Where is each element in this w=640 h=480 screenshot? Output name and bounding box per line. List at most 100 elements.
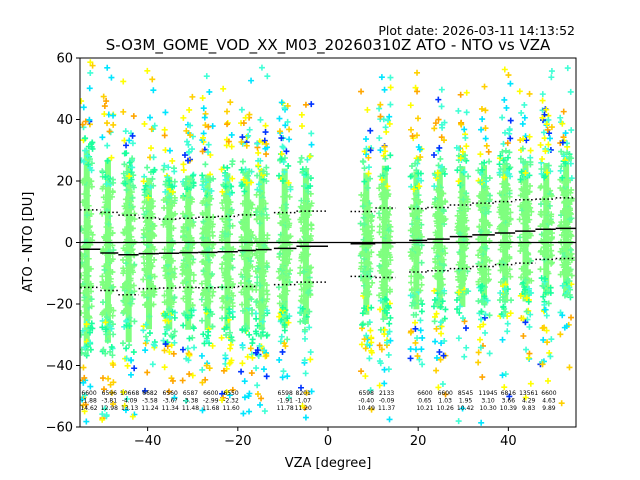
scatter-point [141,292,148,299]
scatter-point [83,418,90,425]
scatter-column [198,73,217,414]
scatter-point [226,216,233,223]
scatter-point [264,73,271,80]
scatter-point [435,384,442,391]
scatter-point [219,245,226,252]
scatter-point [82,135,89,142]
scatter-point [240,410,247,417]
scatter-point [264,264,271,271]
scatter-point [557,248,564,255]
scatter-point [432,211,439,218]
scatter-point [566,155,573,162]
scatter-point [465,173,472,180]
scatter-point [387,74,394,81]
scatter-column [407,69,426,368]
scatter-point [408,302,415,309]
scatter-point [245,172,252,179]
scatter-point [167,232,174,239]
scatter-point [547,168,554,175]
scatter-point [246,331,253,338]
scatter-point [229,158,236,165]
scatter-point [442,250,449,257]
scatter-point [166,388,173,395]
scatter-point [359,243,366,250]
scatter-point [281,327,288,334]
scatter-point [245,293,252,300]
scatter-point [377,173,384,180]
scatter-point [257,401,264,408]
scatter-point [485,208,492,215]
scatter-column [537,68,555,384]
scatter-point [120,270,127,277]
scatter-point [171,339,178,346]
scatter-point [129,194,136,201]
scatter-point [151,166,158,173]
scatter-point [122,196,129,203]
scatter-point [504,270,511,277]
scatter-point [361,178,368,185]
scatter-point [541,306,548,313]
scatter-point [209,342,216,349]
scatter-point [80,331,84,338]
scatter-point [436,229,443,236]
scatter-point [411,228,418,235]
scatter-point [182,221,189,228]
scatter-point [200,218,207,225]
scatter-point [121,298,128,304]
scatter-point [186,352,193,359]
scatter-point [246,111,253,118]
scatter-point [258,210,265,217]
scatter-point [181,310,188,317]
scatter-point [524,235,531,242]
scatter-point [560,108,567,115]
scatter-point [281,154,288,161]
scatter-point [559,207,566,214]
scatter-point [201,340,208,347]
scatter-point [431,245,438,252]
scatter-point [517,176,524,183]
scatter-point [140,178,147,185]
scatter-point [415,144,422,151]
scatter-point [498,201,505,208]
scatter-point [223,314,230,321]
scatter-point [208,187,215,194]
scatter-point [517,292,524,299]
scatter-point [381,326,388,333]
scatter-point [200,331,207,338]
scatter-point [298,111,305,118]
scatter-point [435,96,442,103]
scatter-point [249,307,256,314]
scatter-point [222,352,229,359]
scatter-point [254,382,261,389]
scatter-point [568,281,575,288]
scatter-point [300,183,307,190]
scatter-point [459,226,466,233]
scatter-point [566,228,573,235]
scatter-point [162,268,169,275]
scatter-point [248,240,255,247]
scatter-point [477,269,484,276]
scatter-point [249,232,256,239]
scatter-point [540,129,547,136]
scatter-point [183,293,190,300]
scatter-point [559,261,566,268]
scatter-point [123,279,130,286]
scatter-point [483,256,490,263]
stats-annotation: 14.62 [80,405,97,412]
scatter-point [456,283,463,290]
scatter-point [521,286,528,293]
scatter-point [377,147,384,154]
scatter-point [303,389,310,396]
scatter-point [438,319,445,326]
scatter-point [539,91,546,98]
scatter-column [160,109,179,401]
scatter-point [226,392,233,399]
scatter-point [127,247,134,254]
scatter-point [567,88,574,95]
scatter-point [104,211,111,218]
scatter-point [263,373,270,380]
scatter-point [142,321,149,328]
scatter-point [240,223,247,230]
scatter-point [407,173,414,180]
scatter-point [415,219,422,226]
